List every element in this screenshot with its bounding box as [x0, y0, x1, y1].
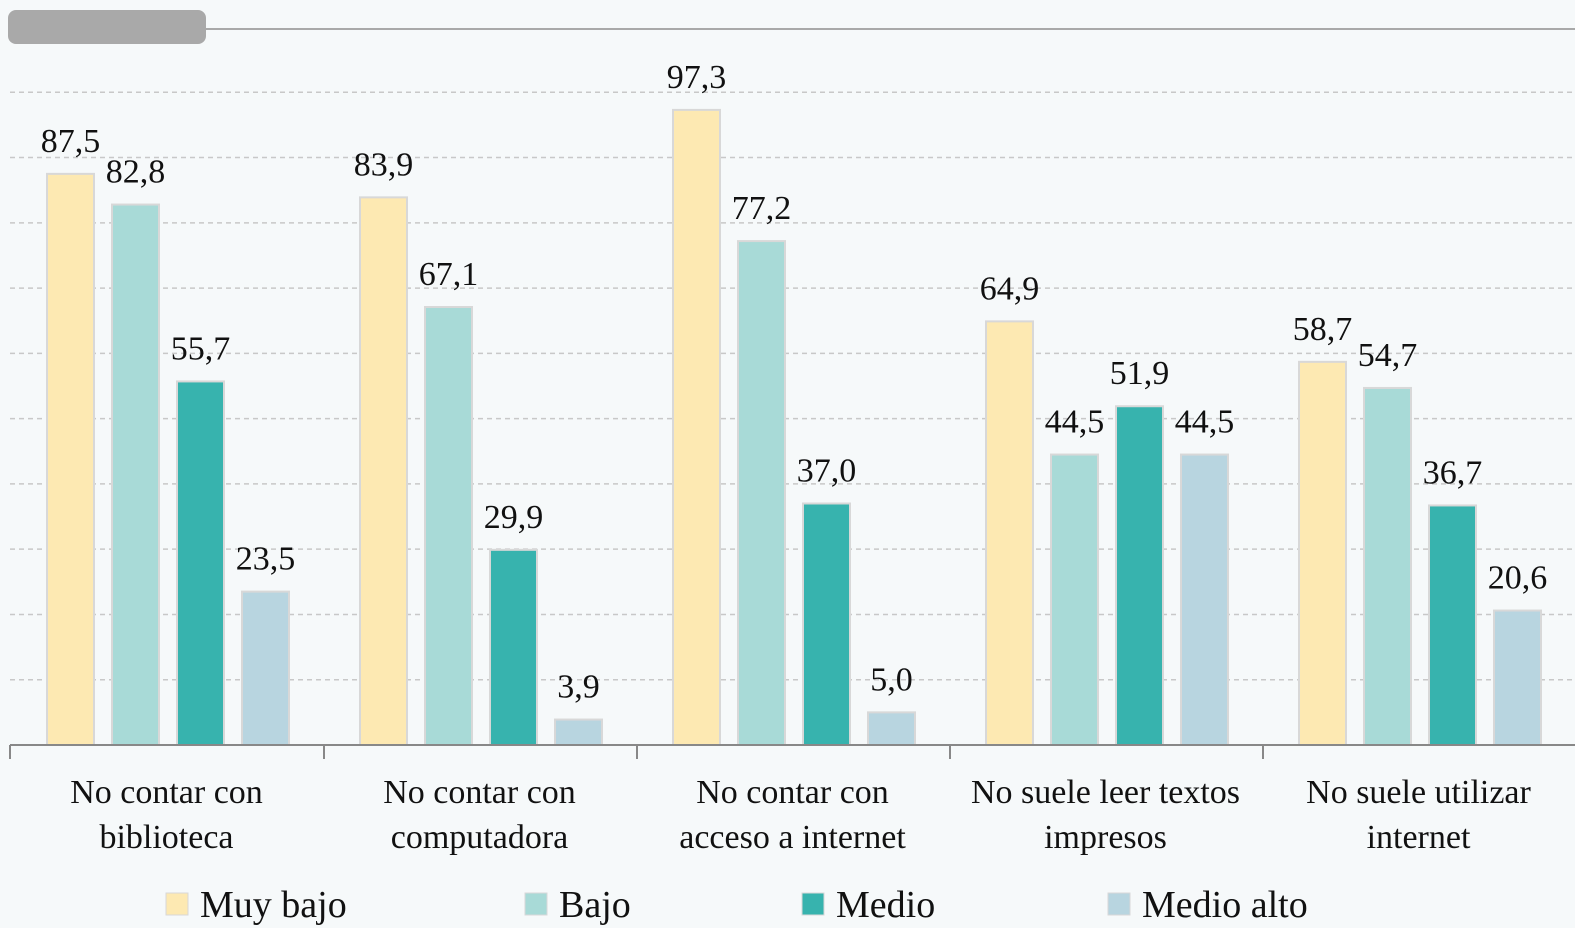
- data-label: 54,7: [1358, 337, 1418, 374]
- data-label: 83,9: [354, 146, 414, 183]
- data-label: 20,6: [1488, 560, 1548, 597]
- x-tick-label: No suele utilizar internet: [1306, 774, 1531, 856]
- bar: [489, 548, 538, 746]
- bar: [554, 718, 603, 747]
- bar: [737, 240, 786, 746]
- bar: [672, 108, 721, 746]
- data-label: 97,3: [667, 59, 727, 96]
- legend-swatch: [165, 892, 189, 916]
- data-label: 64,9: [980, 270, 1040, 307]
- bar: [111, 203, 160, 747]
- data-label: 82,8: [106, 154, 166, 191]
- legend-label: Bajo: [559, 884, 631, 926]
- x-tick-label: No suele leer textos impresos: [970, 774, 1241, 856]
- data-label: 37,0: [797, 452, 857, 489]
- bar: [46, 172, 95, 746]
- data-label: 44,5: [1045, 404, 1105, 441]
- data-label: 5,0: [870, 661, 913, 698]
- data-label: 67,1: [419, 256, 479, 293]
- legend-swatch: [801, 892, 825, 916]
- bar: [867, 711, 916, 747]
- header-tab: [8, 10, 206, 44]
- bar: [1428, 504, 1477, 746]
- data-label: 51,9: [1110, 355, 1170, 392]
- legend-swatch: [1107, 892, 1131, 916]
- bar: [1050, 453, 1099, 746]
- bar: [802, 502, 851, 746]
- legend-label: Medio: [836, 884, 935, 926]
- bar: [1180, 453, 1229, 746]
- x-tick-label: No contar con computadora: [383, 774, 576, 856]
- x-tick-label: No contar con biblioteca: [70, 774, 263, 856]
- data-label: 29,9: [484, 499, 544, 536]
- legend-label: Medio alto: [1142, 884, 1308, 926]
- bar: [1493, 609, 1542, 747]
- data-label: 23,5: [236, 541, 296, 578]
- bar: [1115, 405, 1164, 746]
- bar: [359, 196, 408, 746]
- legend-swatch: [524, 892, 548, 916]
- data-label: 44,5: [1175, 404, 1235, 441]
- legend-label: Muy bajo: [200, 884, 347, 926]
- x-tick-label: No contar con acceso a internet: [679, 774, 906, 856]
- bar: [985, 320, 1034, 746]
- data-label: 3,9: [557, 669, 600, 706]
- data-label: 55,7: [171, 330, 231, 367]
- bar: [424, 306, 473, 746]
- data-label: 58,7: [1293, 311, 1353, 348]
- bar: [241, 590, 290, 746]
- data-label: 87,5: [41, 123, 101, 160]
- data-label: 36,7: [1423, 454, 1483, 491]
- bar: [176, 380, 225, 746]
- bar: [1363, 386, 1412, 746]
- bar: [1298, 360, 1347, 746]
- data-label: 77,2: [732, 190, 792, 227]
